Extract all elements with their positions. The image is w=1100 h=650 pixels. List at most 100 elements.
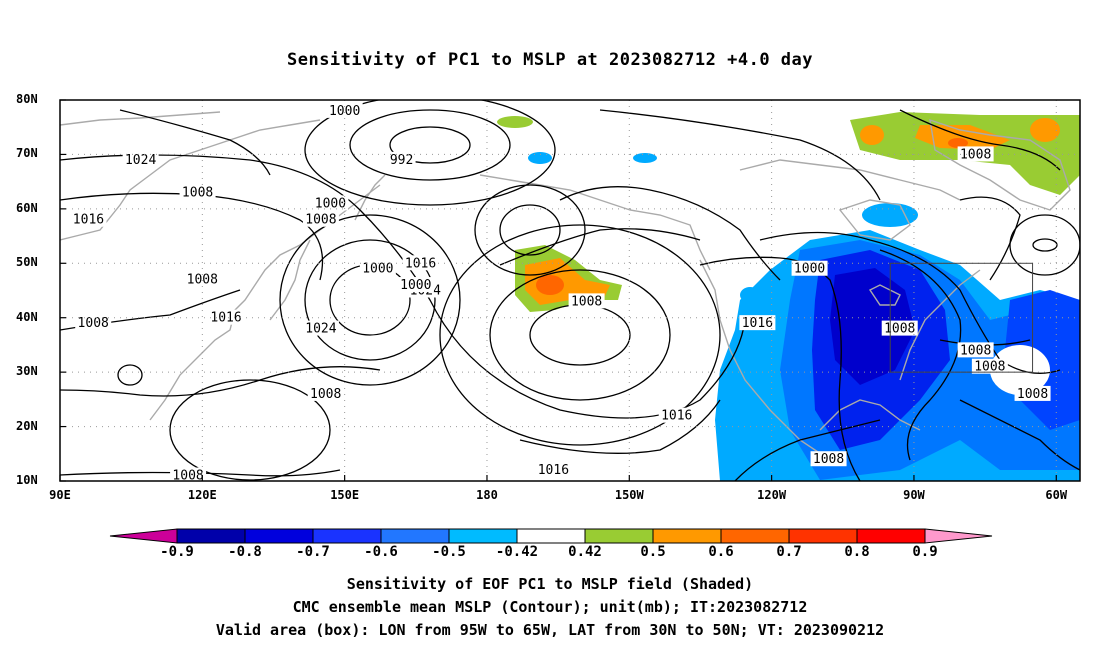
lon-tick-label: 90W [903, 488, 925, 502]
pressure-contour [599, 109, 881, 201]
greenland-coastline [929, 118, 1071, 211]
valid-area-box [889, 262, 1034, 373]
positive-patch-orange [1030, 118, 1060, 142]
colorbar-segment [584, 528, 654, 544]
pressure-contour [899, 109, 1061, 171]
positive-patch-orange [860, 125, 884, 145]
pressure-contour [699, 256, 861, 481]
colorbar-segment [380, 528, 450, 544]
contour-label-background [957, 146, 994, 162]
contour-label: 1000 [794, 262, 825, 277]
pressure-contour [1009, 214, 1080, 276]
colorbar-segment [516, 528, 586, 544]
pressure-contour [879, 249, 962, 461]
high-pressure-contour [489, 269, 671, 401]
contour-label-background [971, 358, 1008, 374]
contour-label: 1008 [305, 213, 336, 228]
pressure-contour [117, 364, 143, 386]
alaska-coastline [479, 174, 711, 271]
contour-label: 1008 [884, 322, 915, 337]
contour-label: 1000 [400, 278, 431, 293]
caption-line-3: Valid area (box): LON from 95W to 65W, L… [215, 621, 885, 639]
pressure-contour [1032, 238, 1058, 252]
pressure-contour [119, 109, 271, 176]
pressure-contour [559, 186, 781, 281]
contour-label: 1000 [315, 196, 346, 211]
contour-label-background [957, 342, 994, 358]
colorbar-segment [856, 528, 926, 544]
mslp-contours [60, 100, 1080, 481]
colorbar-segment [652, 528, 722, 544]
contour-label-background [75, 315, 112, 331]
contour-label-background [1014, 385, 1051, 401]
lat-tick-label: 30N [16, 364, 38, 379]
colorbar-segment [788, 528, 858, 544]
colorbar-segment [312, 528, 382, 544]
colorbar-segment [448, 528, 518, 544]
pressure-contour [734, 419, 881, 481]
cyan-patch [528, 152, 552, 164]
contour-label: 1016 [742, 316, 773, 331]
great-lakes [868, 284, 901, 306]
contour-label-background [535, 462, 572, 478]
positive-patch-red [948, 138, 968, 148]
contour-label-background [302, 211, 339, 227]
gridlines [60, 100, 1080, 481]
contour-label-background [179, 184, 216, 200]
caption-line-2: CMC ensemble mean MSLP (Contour); unit(m… [292, 598, 808, 616]
colorbar-tick-label: 0.9 [912, 544, 938, 560]
colorbar-segment [720, 528, 790, 544]
pressure-contour [60, 192, 324, 281]
siberia-coastline [60, 111, 221, 126]
contour-label-background [70, 211, 107, 227]
contour-label: 1016 [661, 409, 692, 424]
contour-label: 1016 [210, 311, 241, 326]
colorbar-tick-label: 0.8 [844, 544, 870, 560]
low-pressure-contour [304, 100, 556, 206]
lon-tick-label: 90E [49, 488, 71, 502]
contour-label-background [791, 260, 828, 276]
positive-sensitivity-core [536, 275, 564, 295]
contour-label-background [739, 315, 776, 331]
colorbar-tick-label: -0.5 [432, 544, 466, 560]
colorbar-tick-label: 0.7 [776, 544, 802, 560]
cyan-patch [740, 287, 760, 303]
colorbar-tick-label: 0.42 [568, 544, 602, 560]
low-pressure-contour [474, 184, 586, 276]
contour-label: 1008 [813, 452, 844, 467]
contour-label: 1008 [78, 316, 109, 331]
contour-label-background [170, 467, 207, 483]
cyan-patch [633, 153, 657, 163]
hudson-bay [838, 199, 911, 241]
pressure-contour [519, 399, 721, 454]
colorbar-segment [176, 528, 246, 544]
positive-patch-arctic [497, 116, 533, 128]
colorbar-tick-label: -0.9 [160, 544, 194, 560]
na-east-coastline [899, 269, 981, 381]
low-pressure-contour [499, 204, 561, 256]
lat-tick-label: 20N [16, 418, 38, 433]
high-pressure-contour [529, 304, 631, 366]
colorbar-tick-label: -0.8 [228, 544, 262, 560]
colorbar-tick-label: 0.6 [708, 544, 734, 560]
colorbar-tick-label: -0.42 [495, 544, 539, 560]
contour-label-background [302, 320, 339, 336]
contour-label-background [312, 195, 349, 211]
lon-tick-label: 120E [187, 488, 217, 502]
contour-label: 1016 [73, 213, 104, 228]
contour-label-background [326, 102, 363, 118]
colorbar-high-extension [924, 528, 993, 544]
lat-tick-label: 70N [16, 146, 38, 161]
lat-tick-label: 50N [16, 255, 38, 270]
colorbar [109, 528, 993, 544]
contour-label: 1008 [960, 147, 991, 162]
axis-ticks [59, 99, 1057, 482]
contour-label-background [184, 271, 221, 287]
lon-tick-label: 150W [614, 488, 644, 502]
gulf-coastline [819, 399, 921, 431]
negative-sensitivity-region-max [830, 268, 915, 385]
pressure-contour [759, 231, 1061, 374]
contour-label: 1016 [538, 463, 569, 478]
pressure-contour [959, 399, 1080, 471]
